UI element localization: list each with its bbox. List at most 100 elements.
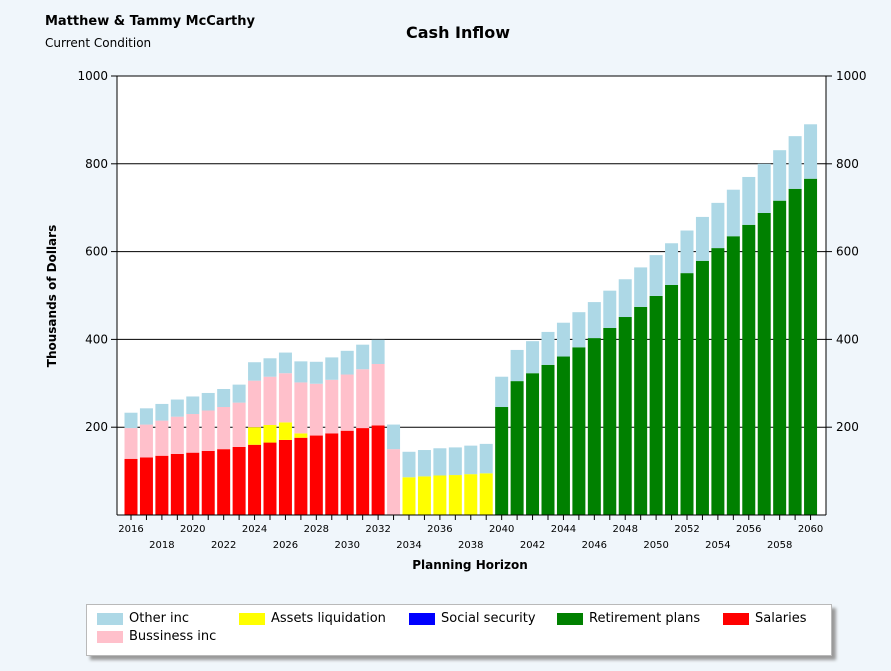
client-name: Matthew & Tammy McCarthy	[45, 14, 255, 29]
bar-segment-other-inc	[448, 447, 462, 476]
bar-segment-other-inc	[356, 344, 370, 370]
bar-segment-other-inc	[139, 408, 153, 425]
legend-item-retirement-plans: Retirement plans	[557, 611, 700, 626]
bar-segment-other-inc	[201, 392, 215, 411]
legend-label: Retirement plans	[589, 611, 701, 626]
bar-segment-other-inc	[278, 352, 292, 374]
bar-segment-other-inc	[495, 376, 509, 408]
x-tick-label: 2022	[211, 540, 236, 551]
bar-segment-bussiness-inc	[325, 379, 339, 434]
bar-segment-other-inc	[695, 216, 709, 261]
bar-segment-other-inc	[649, 255, 663, 296]
bar-segment-retirement-plans	[572, 347, 586, 515]
legend-swatch	[239, 612, 265, 625]
x-tick-label: 2028	[304, 524, 329, 535]
x-tick-label: 2058	[767, 540, 792, 551]
bar-segment-salaries	[325, 433, 339, 515]
bar-segment-bussiness-inc	[294, 382, 308, 434]
bar-segment-salaries	[155, 455, 169, 515]
bar-segment-retirement-plans	[665, 284, 679, 515]
bar-segment-other-inc	[402, 451, 416, 478]
bar-segment-retirement-plans	[495, 407, 509, 515]
bar-segment-other-inc	[680, 230, 694, 274]
bar-segment-other-inc	[726, 189, 740, 237]
legend-swatch	[97, 612, 123, 625]
y-tick-label: 600	[85, 245, 108, 259]
x-tick-label: 2056	[736, 524, 761, 535]
bar-segment-other-inc	[387, 424, 401, 450]
bar-segment-bussiness-inc	[263, 376, 277, 426]
x-tick-label: 2024	[242, 524, 267, 535]
bar-segment-retirement-plans	[804, 178, 818, 515]
x-tick-label: 2048	[612, 524, 637, 535]
bar-segment-retirement-plans	[695, 260, 709, 515]
bar-segment-retirement-plans	[526, 373, 540, 515]
bar-segment-other-inc	[510, 349, 524, 382]
bar-segment-other-inc	[634, 267, 648, 307]
bar-segment-assets-liquidation	[433, 475, 447, 515]
legend-item-other-inc: Other inc	[97, 611, 189, 626]
bar-segment-bussiness-inc	[278, 373, 292, 423]
y-tick-label-right: 200	[836, 420, 859, 434]
bar-segment-other-inc	[804, 124, 818, 179]
x-tick-label: 2026	[273, 540, 298, 551]
bar-segment-bussiness-inc	[340, 374, 354, 431]
bar-segment-bussiness-inc	[248, 380, 262, 428]
bar-segment-salaries	[294, 437, 308, 515]
bar-segment-retirement-plans	[541, 364, 555, 515]
bar-segment-retirement-plans	[711, 248, 725, 515]
legend-label: Bussiness inc	[129, 629, 217, 644]
bar-segment-assets-liquidation	[417, 476, 431, 515]
x-axis-label: Planning Horizon	[412, 558, 528, 572]
legend-item-salaries: Salaries	[723, 611, 807, 626]
x-tick-label: 2036	[427, 524, 452, 535]
bar-segment-other-inc	[711, 202, 725, 249]
x-tick-label: 2018	[149, 540, 174, 551]
bar-segment-assets-liquidation	[402, 477, 416, 515]
bar-segment-bussiness-inc	[170, 416, 184, 454]
bar-segment-salaries	[356, 428, 370, 515]
bar-segment-retirement-plans	[773, 200, 787, 515]
legend-label: Assets liquidation	[271, 611, 386, 626]
bar-segment-other-inc	[186, 396, 200, 415]
bar-segment-assets-liquidation	[294, 433, 308, 438]
bar-segment-retirement-plans	[680, 273, 694, 515]
bar-segment-retirement-plans	[788, 188, 802, 515]
bar-segment-assets-liquidation	[464, 474, 478, 515]
bar-segment-retirement-plans	[634, 306, 648, 515]
bar-segment-other-inc	[309, 361, 323, 384]
bar-segment-other-inc	[217, 389, 231, 408]
x-tick-label: 2016	[118, 524, 143, 535]
legend-swatch	[97, 630, 123, 643]
y-tick-label: 1000	[77, 69, 108, 83]
bar-segment-retirement-plans	[742, 224, 756, 516]
bar-segment-retirement-plans	[649, 295, 663, 515]
x-tick-label: 2044	[551, 524, 576, 535]
x-tick-label: 2060	[798, 524, 823, 535]
bar-segment-bussiness-inc	[356, 369, 370, 429]
x-tick-label: 2038	[458, 540, 483, 551]
bar-segment-other-inc	[155, 403, 169, 421]
bar-segment-other-inc	[665, 243, 679, 285]
bar-segment-other-inc	[248, 362, 262, 381]
x-tick-label: 2034	[396, 540, 421, 551]
bar-segment-bussiness-inc	[309, 383, 323, 436]
legend-label: Other inc	[129, 611, 190, 626]
x-tick-label: 2042	[520, 540, 545, 551]
scenario-label: Current Condition	[45, 36, 152, 50]
bar-segment-other-inc	[371, 339, 385, 364]
bar-segment-other-inc	[603, 290, 617, 328]
bar-segment-retirement-plans	[618, 317, 632, 515]
x-tick-label: 2040	[489, 524, 514, 535]
chart-legend: Other inc Assets liquidation Social securi…	[86, 604, 832, 656]
bar-segment-other-inc	[788, 136, 802, 189]
bar-segment-bussiness-inc	[186, 414, 200, 453]
bar-segment-other-inc	[417, 450, 431, 477]
y-tick-label-right: 1000	[836, 69, 867, 83]
bar-segment-bussiness-inc	[387, 449, 401, 515]
bar-segment-other-inc	[433, 448, 447, 476]
bar-segment-bussiness-inc	[139, 424, 153, 458]
bar-segment-other-inc	[263, 358, 277, 377]
bar-segment-assets-liquidation	[263, 425, 277, 443]
bar-segment-other-inc	[526, 341, 540, 374]
